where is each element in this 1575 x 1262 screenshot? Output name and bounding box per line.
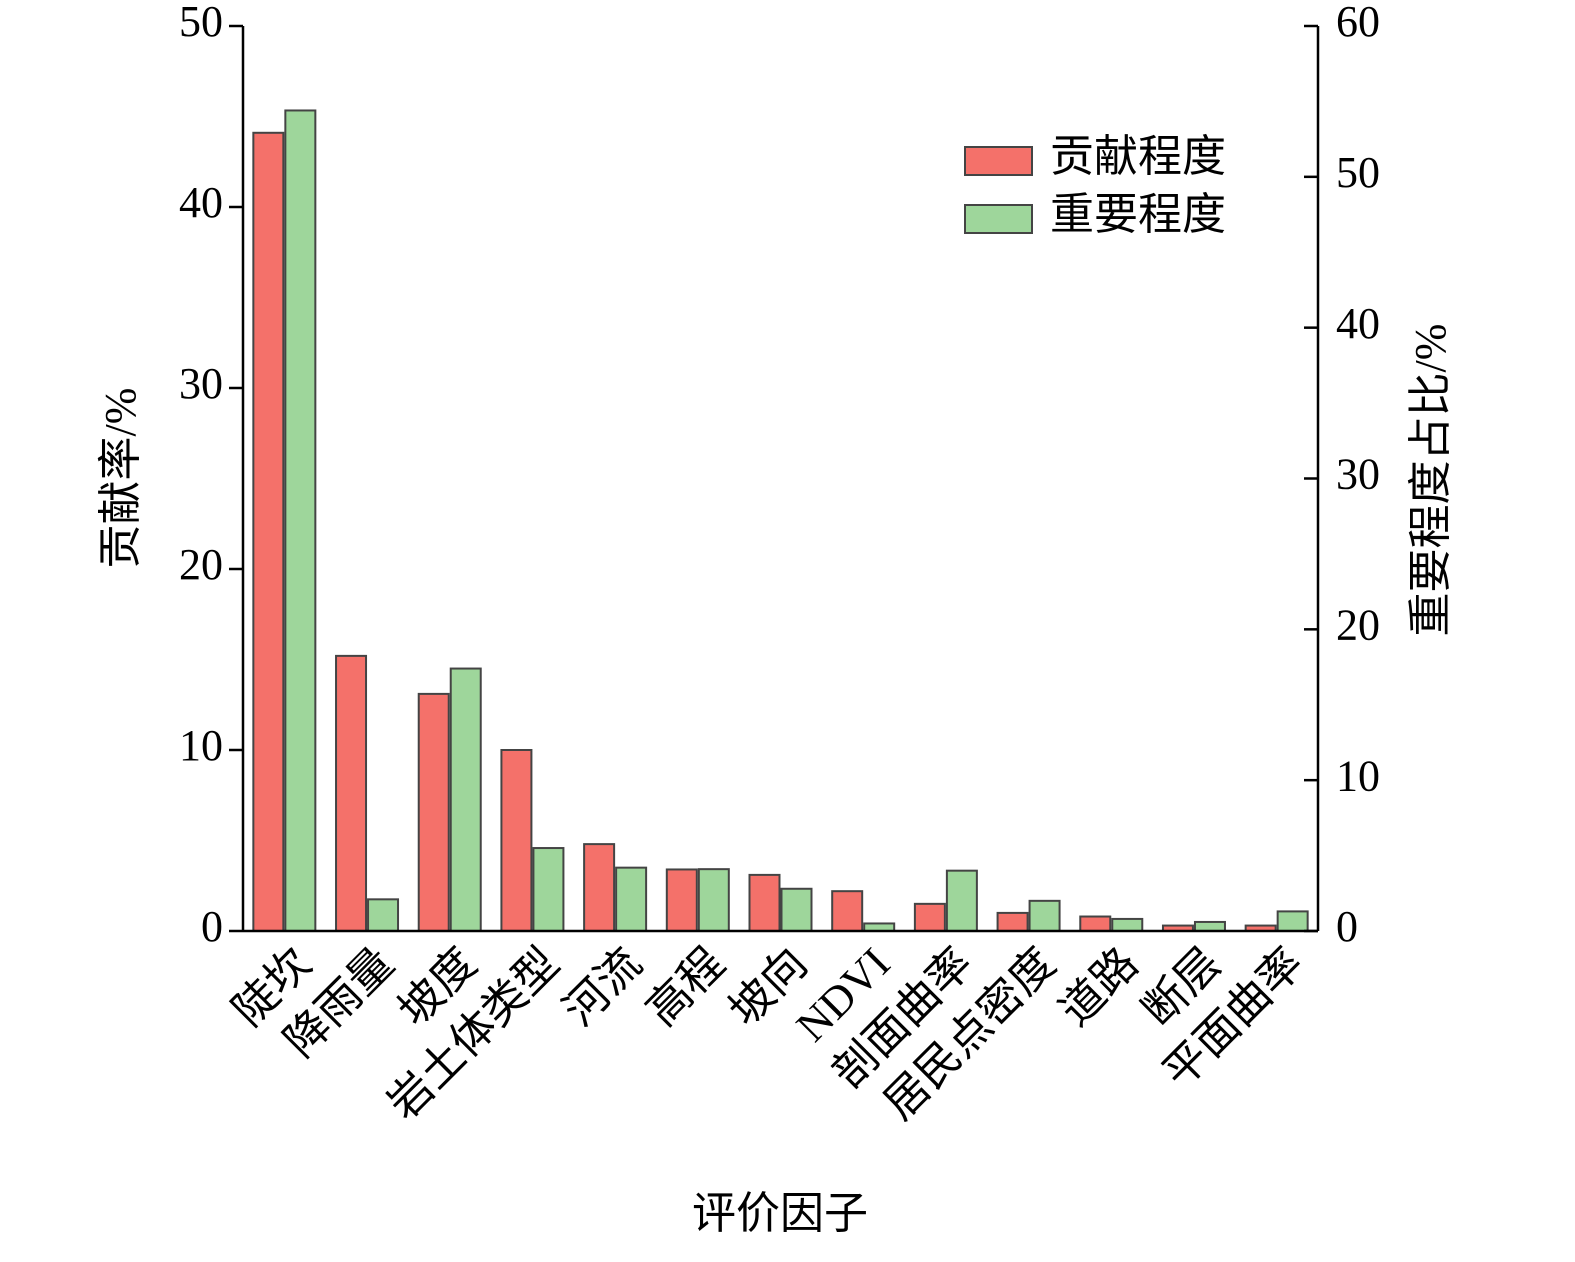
y-tick-label: 0: [201, 902, 223, 951]
bar: [748, 873, 781, 933]
legend-label: 重要程度: [1050, 190, 1226, 239]
y2-tick-label: 60: [1336, 0, 1380, 46]
bar: [335, 654, 368, 932]
y2-tick-label: 20: [1336, 600, 1380, 649]
bar: [665, 868, 698, 933]
bar: [945, 869, 978, 933]
bar: [1276, 910, 1309, 932]
x-axis-title: 评价因子: [692, 1189, 868, 1238]
bar: [367, 898, 400, 933]
bar: [1111, 917, 1144, 933]
bar: [780, 887, 813, 932]
bar: [449, 667, 482, 932]
x-tick-label: 高程: [637, 939, 734, 1036]
bar: [252, 131, 285, 933]
y-tick-label: 30: [179, 359, 223, 408]
bar: [417, 692, 450, 933]
legend-swatch: [964, 204, 1033, 234]
bar: [500, 749, 533, 932]
y-tick-label: 40: [179, 178, 223, 227]
y-tick-label: 50: [179, 0, 223, 46]
bar: [1028, 899, 1061, 932]
bar: [583, 843, 616, 932]
y2-tick-label: 0: [1336, 902, 1358, 951]
y2-tick-label: 40: [1336, 299, 1380, 348]
y2-axis-title: 重要程度占比/%: [1406, 324, 1455, 637]
bar: [615, 866, 648, 933]
bar: [996, 911, 1029, 933]
bar: [532, 847, 565, 933]
x-tick-label: 道路: [1051, 939, 1148, 1036]
bar: [697, 868, 730, 932]
y-axis-title: 贡献率/%: [96, 388, 145, 569]
bar: [1193, 920, 1226, 933]
bar: [1079, 915, 1112, 933]
bar: [831, 890, 864, 932]
y2-tick-label: 50: [1336, 148, 1380, 197]
y-tick-label: 20: [179, 540, 223, 589]
y2-tick-label: 10: [1336, 751, 1380, 800]
bar: [284, 109, 317, 932]
legend-label: 贡献程度: [1050, 132, 1226, 181]
x-tick-label: 河流: [554, 939, 651, 1036]
y2-tick-label: 30: [1336, 450, 1380, 499]
y-tick-label: 10: [179, 721, 223, 770]
bar: [913, 902, 946, 932]
legend-swatch: [964, 146, 1033, 176]
